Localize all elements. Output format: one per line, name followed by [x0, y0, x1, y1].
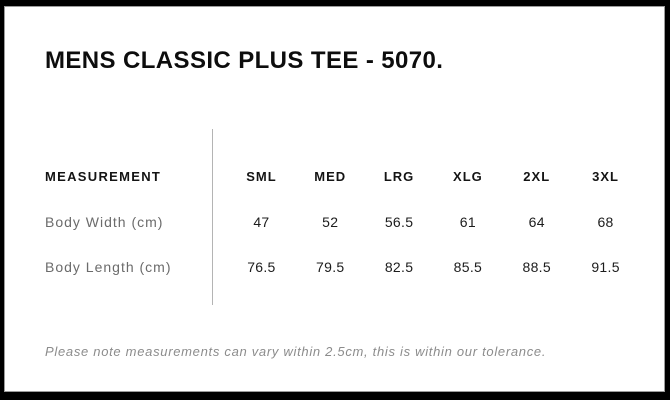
column-header-measurement: MEASUREMENT	[45, 169, 162, 184]
column-header-med: MED	[314, 169, 347, 184]
column-header-sml: SML	[246, 169, 277, 184]
product-title: MENS CLASSIC PLUS TEE - 5070.	[45, 47, 444, 74]
cell-body-width-2xl: 64	[528, 213, 545, 230]
cell-body-length-med: 79.5	[316, 258, 345, 275]
table-row-body-width: Body Width (cm) 47 52 56.5 61 64 68	[45, 199, 640, 244]
cell-body-width-3xl: 68	[597, 213, 614, 230]
size-chart-panel: MENS CLASSIC PLUS TEE - 5070. MEASUREMEN…	[4, 6, 665, 392]
cell-body-length-2xl: 88.5	[522, 258, 551, 275]
table-row-body-length: Body Length (cm) 76.5 79.5 82.5 85.5 88.…	[45, 244, 640, 289]
cell-body-length-lrg: 82.5	[384, 258, 414, 275]
row-values-body-width: 47 52 56.5 61 64 68	[227, 214, 640, 230]
column-header-lrg: LRG	[383, 169, 415, 184]
cell-body-width-sml: 47	[253, 213, 270, 230]
column-header-xlg: XLG	[453, 169, 483, 184]
column-header-3xl: 3XL	[592, 169, 619, 184]
cell-body-length-sml: 76.5	[247, 258, 276, 275]
tolerance-note: Please note measurements can vary within…	[45, 344, 547, 359]
cell-body-width-lrg: 56.5	[384, 213, 414, 230]
table-divider-line	[212, 129, 213, 305]
column-header-2xl: 2XL	[523, 169, 551, 184]
row-label-body-length: Body Length (cm)	[45, 258, 172, 275]
cell-body-length-xlg: 85.5	[453, 258, 483, 275]
row-label-body-width: Body Width (cm)	[45, 213, 164, 230]
cell-body-width-xlg: 61	[459, 213, 476, 230]
table-header-row: MEASUREMENT SML MED LRG XLG 2XL 3XL	[45, 154, 640, 199]
row-values-body-length: 76.5 79.5 82.5 85.5 88.5 91.5	[227, 259, 640, 275]
cell-body-length-3xl: 91.5	[591, 258, 620, 275]
size-header-group: SML MED LRG XLG 2XL 3XL	[227, 169, 640, 184]
cell-body-width-med: 52	[322, 213, 339, 230]
